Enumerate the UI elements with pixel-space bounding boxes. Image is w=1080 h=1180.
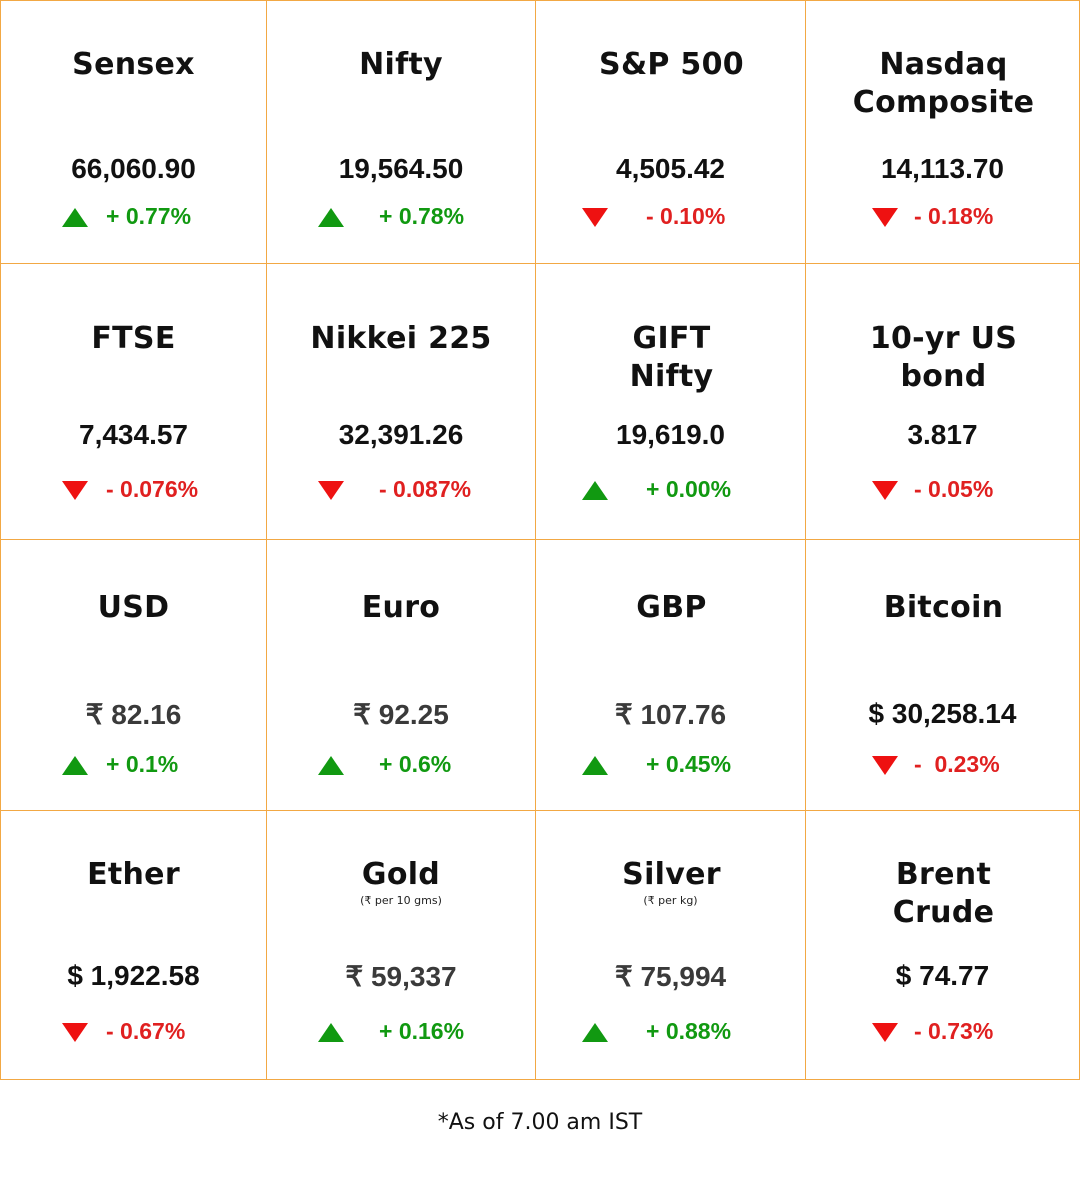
tile-change: + 0.78% [379, 203, 465, 229]
tile-nasdaq-composite: Nasdaq Composite 14,113.70 - 0.18% [805, 0, 1080, 264]
tile-change: - 0.05% [914, 476, 994, 502]
tile-value: $ 74.77 [895, 960, 990, 991]
arrow-down-icon [872, 208, 898, 227]
market-grid: Sensex 66,060.90 + 0.77% Nifty 19,564.50 + 0.… [0, 0, 1080, 1080]
tile-change: + 0.16% [379, 1018, 465, 1044]
tile-change: + 0.6% [379, 751, 452, 777]
arrow-down-icon [872, 756, 898, 775]
arrow-up-icon [62, 756, 88, 775]
arrow-down-icon [62, 481, 88, 500]
tile-change: + 0.77% [106, 203, 192, 229]
tile-title: Ether [87, 857, 180, 892]
arrow-up-icon [582, 1023, 608, 1042]
tile-unit-note: (₹ per kg) [643, 894, 698, 907]
tile-title: Nikkei 225 [310, 321, 492, 356]
tile-change: + 0.00% [646, 476, 732, 502]
tile-title: GIFT Nifty [629, 321, 714, 394]
arrow-down-icon [872, 1023, 898, 1042]
tile-value: 14,113.70 [880, 153, 1005, 184]
tile-usd: USD ₹ 82.16 + 0.1% [0, 539, 267, 811]
tile-title: GBP [636, 590, 707, 625]
tile-unit-note: (₹ per 10 gms) [360, 894, 442, 907]
tile-value: 4,505.42 [616, 153, 725, 184]
tile-change: + 0.45% [646, 751, 732, 777]
tile-s-p-500: S&P 500 4,505.42 - 0.10% [535, 0, 806, 264]
tile-title: Nifty [359, 47, 443, 82]
arrow-down-icon [872, 481, 898, 500]
tile-value: ₹ 107.76 [614, 699, 727, 730]
tile-title: Brent Crude [892, 857, 995, 930]
arrow-down-icon [318, 481, 344, 500]
tile-title: Euro [361, 590, 441, 625]
tile-bitcoin: Bitcoin $ 30,258.14 - 0.23% [805, 539, 1080, 811]
tile-title: Sensex [72, 47, 195, 82]
tile-change: - 0.18% [914, 203, 994, 229]
tile-value: 19,619.0 [616, 419, 725, 450]
tile-value: ₹ 92.25 [353, 699, 449, 730]
tile-value: ₹ 75,994 [614, 961, 727, 992]
tile-change: - 0.73% [914, 1018, 994, 1044]
tile-change: - 0.67% [106, 1018, 186, 1044]
tile-title: Nasdaq Composite [852, 47, 1035, 120]
tile-value: 32,391.26 [338, 419, 464, 450]
tile-gold: Gold (₹ per 10 gms) ₹ 59,337 + 0.16% [266, 810, 536, 1080]
tile-title: Silver [622, 857, 721, 892]
tile-title: Gold [361, 857, 441, 892]
tile-title: USD [97, 590, 170, 625]
tile-change: - 0.087% [379, 476, 472, 502]
tile-change: - 0.076% [106, 476, 199, 502]
tile-ftse: FTSE 7,434.57 - 0.076% [0, 263, 267, 540]
tile-value: 19,564.50 [338, 153, 464, 184]
tile-change: - 0.23% [914, 751, 1000, 777]
tile-gbp: GBP ₹ 107.76 + 0.45% [535, 539, 806, 811]
tile-nifty: Nifty 19,564.50 + 0.78% [266, 0, 536, 264]
arrow-up-icon [318, 1023, 344, 1042]
arrow-up-icon [62, 208, 88, 227]
tile-title: FTSE [91, 321, 176, 356]
tile-gift-nifty: GIFT Nifty 19,619.0 + 0.00% [535, 263, 806, 540]
arrow-up-icon [318, 756, 344, 775]
arrow-down-icon [62, 1023, 88, 1042]
tile-ether: Ether $ 1,922.58 - 0.67% [0, 810, 267, 1080]
tile-brent-crude: Brent Crude $ 74.77 - 0.73% [805, 810, 1080, 1080]
arrow-up-icon [582, 481, 608, 500]
tile-title: Bitcoin [883, 590, 1004, 625]
tile-title: 10-yr US bond [869, 321, 1018, 394]
tile-10-yr-us-bond: 10-yr US bond 3.817 - 0.05% [805, 263, 1080, 540]
footnote: *As of 7.00 am IST [437, 1110, 643, 1135]
arrow-up-icon [582, 756, 608, 775]
tile-title: S&P 500 [599, 47, 744, 82]
tile-value: 7,434.57 [79, 419, 188, 450]
tile-sensex: Sensex 66,060.90 + 0.77% [0, 0, 267, 264]
tile-value: 3.817 [907, 419, 978, 450]
tile-value: 66,060.90 [71, 153, 196, 184]
tile-silver: Silver (₹ per kg) ₹ 75,994 + 0.88% [535, 810, 806, 1080]
arrow-up-icon [318, 208, 344, 227]
tile-euro: Euro ₹ 92.25 + 0.6% [266, 539, 536, 811]
tile-value: $ 1,922.58 [67, 960, 200, 991]
tile-nikkei-225: Nikkei 225 32,391.26 - 0.087% [266, 263, 536, 540]
tile-value: $ 30,258.14 [868, 698, 1017, 729]
tile-value: ₹ 59,337 [345, 961, 457, 992]
tile-change: - 0.10% [646, 203, 726, 229]
tile-value: ₹ 82.16 [85, 699, 182, 730]
tile-change: + 0.88% [646, 1018, 732, 1044]
tile-change: + 0.1% [106, 751, 179, 777]
arrow-down-icon [582, 208, 608, 227]
